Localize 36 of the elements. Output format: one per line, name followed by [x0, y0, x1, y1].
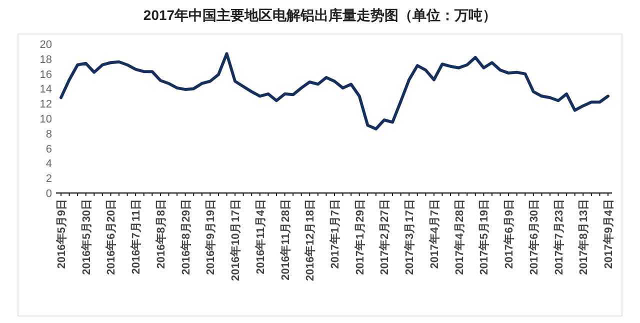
- x-tick-label: 2016年9月19日: [204, 199, 218, 275]
- x-tick-label: 2016年5月9日: [55, 199, 68, 269]
- x-tick-label: 2016年10月17日: [229, 199, 242, 281]
- x-tick-label: 2016年8月29日: [179, 199, 192, 275]
- y-tick-label: 18: [40, 54, 52, 66]
- x-tick-label: 2016年5月30日: [80, 199, 93, 275]
- y-tick-label: 12: [40, 98, 52, 111]
- x-tick-label: 2017年2月27日: [378, 199, 392, 275]
- y-tick-label: 6: [46, 143, 52, 156]
- x-tick-label: 2017年8月13日: [577, 199, 590, 275]
- y-tick-label: 0: [46, 188, 52, 200]
- y-tick-label: 14: [40, 84, 52, 96]
- x-tick-label: 2017年7月23日: [552, 199, 566, 275]
- x-tick-label: 2017年6月9日: [502, 199, 516, 269]
- line-series: [60, 52, 610, 130]
- x-tick-label: 2016年11月28日: [278, 199, 292, 280]
- y-tick-label: 20: [40, 39, 52, 51]
- y-tick-label: 2: [46, 173, 52, 186]
- y-tick-label: 10: [40, 114, 52, 126]
- x-tick-label: 2017年3月17日: [403, 199, 416, 275]
- x-tick-label: 2016年6月20日: [104, 199, 118, 275]
- x-tick-label: 2017年6月30日: [527, 199, 540, 275]
- y-tick-label: 16: [40, 68, 52, 81]
- x-tick-label: 2017年1月7日: [328, 199, 342, 269]
- x-tick-label: 2017年9月4日: [602, 199, 615, 269]
- x-tick-label: 2017年5月19日: [478, 199, 491, 275]
- x-tick-label: 2016年8月8日: [154, 199, 168, 269]
- x-tick-label: 2016年12月18日: [304, 199, 317, 281]
- chart-title: 2017年中国主要地区电解铝出库量走势图（单位：万吨）: [143, 7, 497, 23]
- x-tick-label: 2017年4月28日: [452, 199, 466, 275]
- x-tick-label: 2017年1月29日: [353, 199, 366, 275]
- x-tick-label: 2016年11月4日: [254, 199, 267, 274]
- x-tick-label: 2016年7月11日: [130, 199, 143, 274]
- x-tick-label: 2017年4月7日: [428, 199, 441, 269]
- y-tick-label: 4: [46, 158, 52, 170]
- y-tick-label: 8: [46, 128, 52, 140]
